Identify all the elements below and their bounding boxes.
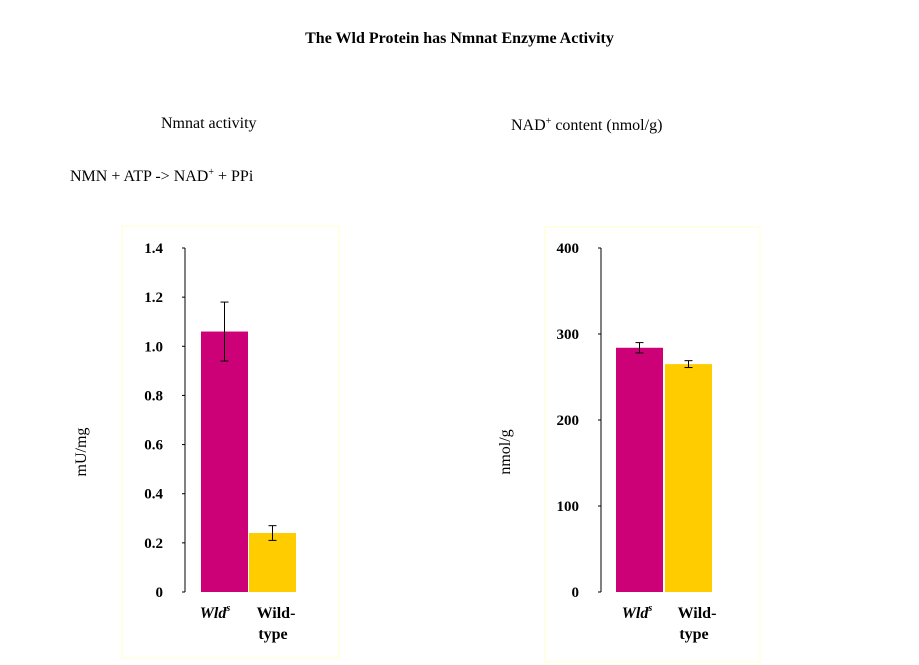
left-y-tick-label: 0 xyxy=(156,585,164,601)
left-y-tick-label: 1.2 xyxy=(144,290,163,306)
reaction-text-post: + PPi xyxy=(214,168,254,185)
right-panel-heading: NAD+ content (nmol/g) xyxy=(511,117,662,135)
reaction-text-pre: NMN + ATP -> NAD xyxy=(70,168,209,185)
right-category-label: Wlds xyxy=(622,603,653,622)
left-y-tick-label: 1.4 xyxy=(144,241,163,257)
page-title: The Wld Protein has Nmnat Enzyme Activit… xyxy=(305,30,614,47)
right-bar-wildtype xyxy=(665,364,712,592)
left-category-label: Wlds xyxy=(200,603,231,622)
reaction-equation: NMN + ATP -> NAD+ + PPi xyxy=(70,168,253,186)
right-heading-superscript: + xyxy=(545,116,552,127)
right-y-tick-label: 300 xyxy=(557,327,580,343)
left-bar-wlds xyxy=(201,331,248,592)
right-y-axis-label: nmol/g xyxy=(497,429,514,474)
left-panel-heading: Nmnat activity xyxy=(161,115,257,132)
category-main-text: Wld xyxy=(622,605,650,622)
left-y-tick-label: 0.8 xyxy=(144,388,163,404)
left-y-tick-label: 0.2 xyxy=(144,536,163,552)
left-y-tick-label: 1.0 xyxy=(144,339,163,355)
left-chart-frame xyxy=(121,225,340,659)
left-bar-wildtype xyxy=(249,533,296,592)
right-heading-pre: NAD xyxy=(511,117,546,134)
right-y-tick-label: 100 xyxy=(557,499,580,515)
category-superscript: s xyxy=(225,603,230,614)
right-chart-frame xyxy=(544,226,761,663)
left-y-tick-label: 0.6 xyxy=(144,438,163,454)
left-category-label: Wild- xyxy=(257,605,296,622)
right-bar-wlds xyxy=(616,347,663,592)
right-category-label: Wild- xyxy=(678,605,717,622)
right-heading-post: content (nmol/g) xyxy=(551,117,663,134)
category-main-text: Wld xyxy=(200,605,228,622)
right-y-tick-label: 0 xyxy=(572,585,580,601)
left-y-axis-label: mU/mg xyxy=(73,428,90,477)
reaction-superscript: + xyxy=(208,167,214,178)
category-superscript: s xyxy=(647,603,652,614)
left-y-tick-label: 0.4 xyxy=(144,487,163,503)
right-category-label-line2: type xyxy=(679,626,708,643)
right-y-tick-label: 400 xyxy=(557,241,580,257)
right-y-tick-label: 200 xyxy=(557,413,580,429)
left-category-label-line2: type xyxy=(258,626,287,643)
